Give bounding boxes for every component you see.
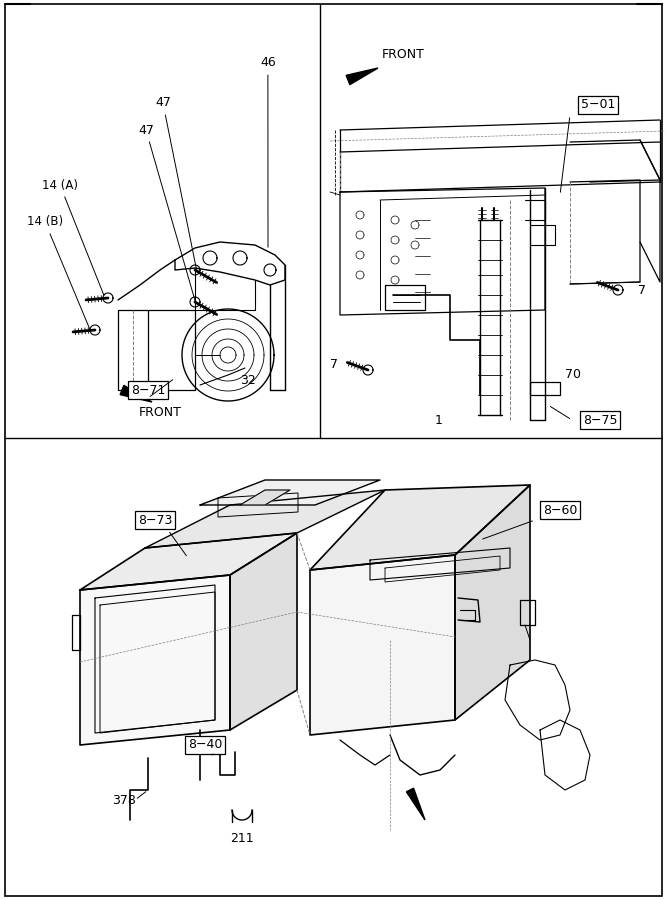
Text: 7: 7 xyxy=(330,358,338,372)
Polygon shape xyxy=(145,490,385,548)
Text: 8−73: 8−73 xyxy=(138,514,172,526)
Text: 7: 7 xyxy=(638,284,646,296)
Polygon shape xyxy=(120,385,152,402)
Text: 14 (B): 14 (B) xyxy=(27,215,90,329)
Polygon shape xyxy=(240,490,290,505)
Text: 8−60: 8−60 xyxy=(543,503,577,517)
Polygon shape xyxy=(310,555,455,735)
Text: 8−71: 8−71 xyxy=(131,383,165,397)
Text: 70: 70 xyxy=(565,368,581,382)
Polygon shape xyxy=(230,533,297,730)
Text: 1: 1 xyxy=(435,413,443,427)
Polygon shape xyxy=(200,480,380,505)
Polygon shape xyxy=(310,485,530,570)
Polygon shape xyxy=(80,575,230,745)
Polygon shape xyxy=(406,788,425,820)
Text: 46: 46 xyxy=(260,57,275,248)
Text: 8−75: 8−75 xyxy=(583,413,617,427)
Text: 378: 378 xyxy=(112,794,136,806)
Text: 14 (A): 14 (A) xyxy=(42,178,104,295)
Text: FRONT: FRONT xyxy=(382,49,425,61)
Polygon shape xyxy=(80,533,297,590)
Text: 5−01: 5−01 xyxy=(581,98,615,112)
Text: 47: 47 xyxy=(138,123,195,302)
Text: FRONT: FRONT xyxy=(139,407,181,419)
Polygon shape xyxy=(346,68,378,85)
Text: 47: 47 xyxy=(155,96,197,269)
Text: 8−40: 8−40 xyxy=(188,739,222,752)
Text: 32: 32 xyxy=(240,374,255,386)
Text: 211: 211 xyxy=(230,832,254,844)
Polygon shape xyxy=(455,485,530,720)
